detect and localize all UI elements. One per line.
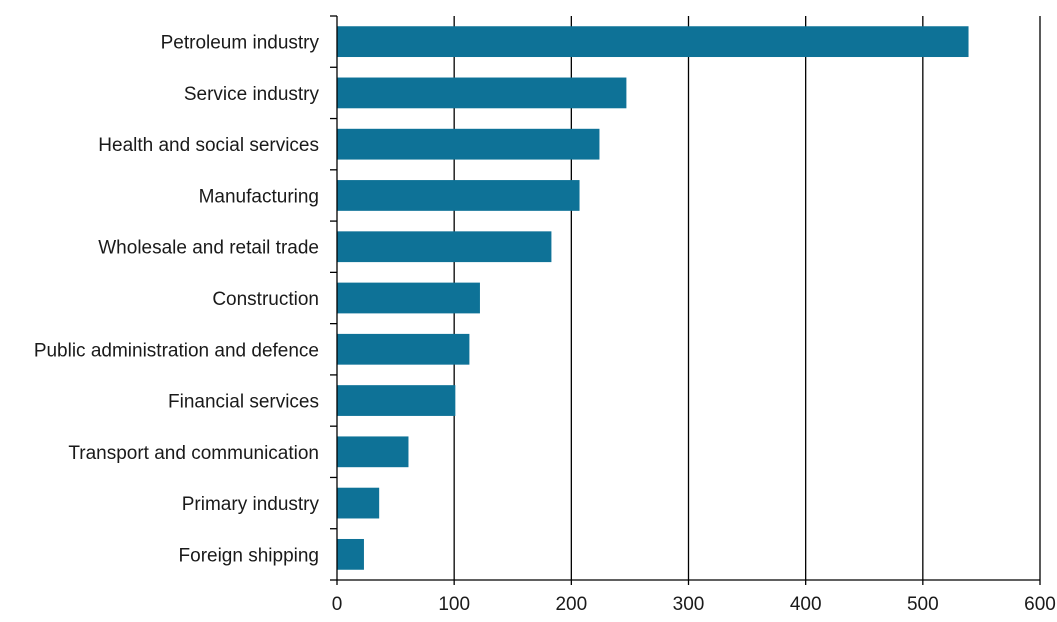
x-tick-label: 300 xyxy=(673,594,705,615)
x-tick-label: 400 xyxy=(790,594,822,615)
category-label: Public administration and defence xyxy=(34,340,319,361)
x-tick-label: 600 xyxy=(1024,594,1056,615)
bar xyxy=(337,77,627,109)
x-tick-label: 200 xyxy=(555,594,587,615)
bars xyxy=(337,26,969,570)
x-tick-label: 100 xyxy=(438,594,470,615)
x-tick-label: 500 xyxy=(907,594,939,615)
bar xyxy=(337,538,364,570)
bar xyxy=(337,436,409,468)
x-tick-labels: 0 100 200 300 400 500 600 xyxy=(332,594,1056,615)
bar xyxy=(337,180,580,211)
category-label: Petroleum industry xyxy=(161,33,320,54)
bar xyxy=(337,282,480,314)
category-label: Manufacturing xyxy=(199,186,319,207)
category-label: Wholesale and retail trade xyxy=(98,238,319,259)
bar xyxy=(337,333,470,365)
category-label: Financial services xyxy=(168,392,319,413)
category-label: Transport and communication xyxy=(68,443,319,464)
category-label: Service industry xyxy=(184,84,320,105)
category-labels: Petroleum industry Service industry Health… xyxy=(34,33,320,567)
axes xyxy=(330,15,1041,585)
bar xyxy=(337,385,456,416)
category-label: Primary industry xyxy=(182,494,320,515)
bar xyxy=(337,128,600,160)
x-tick-label: 0 xyxy=(332,594,343,615)
category-label: Construction xyxy=(212,289,319,310)
bar xyxy=(337,231,552,263)
bar xyxy=(337,26,969,58)
category-label: Foreign shipping xyxy=(179,545,319,566)
bar xyxy=(337,487,380,519)
gridlines xyxy=(453,16,1041,580)
category-label: Health and social services xyxy=(98,135,319,156)
